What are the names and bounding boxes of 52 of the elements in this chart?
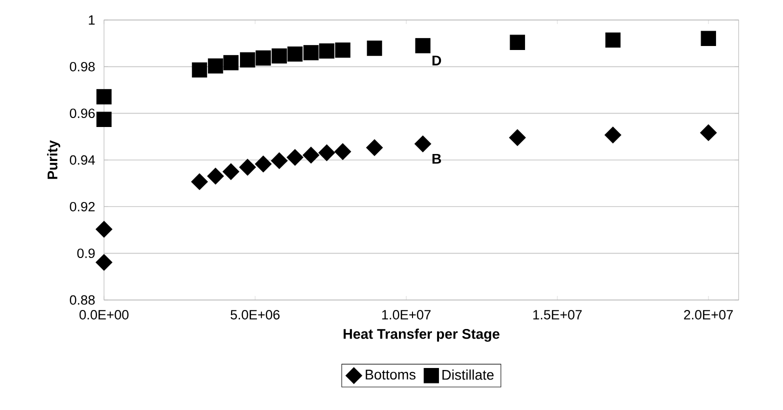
y-tick-label: 0.98: [70, 62, 95, 72]
x-tick-label: 1.0E+07: [382, 310, 431, 320]
annotation: D: [432, 56, 442, 66]
point: [270, 152, 288, 170]
point: [700, 30, 716, 46]
point: [302, 146, 320, 164]
x-tick-label: 1.5E+07: [533, 310, 582, 320]
point: [318, 144, 336, 162]
point: [96, 254, 112, 271]
point: [414, 136, 432, 152]
y-tick-label: 0.92: [70, 202, 95, 212]
point: [272, 48, 287, 64]
point: [240, 52, 256, 68]
annotation: B: [432, 154, 442, 164]
point: [510, 34, 526, 50]
point: [366, 40, 382, 56]
point: [96, 89, 112, 104]
point: [256, 50, 271, 66]
point: [223, 55, 239, 70]
point: [605, 32, 621, 48]
point: [700, 124, 717, 142]
point: [509, 129, 526, 146]
point: [96, 220, 112, 238]
point: [222, 163, 240, 180]
legend-label: Bottoms: [366, 370, 416, 380]
point: [604, 126, 622, 144]
point: [254, 156, 272, 172]
point: [191, 173, 208, 190]
point: [415, 38, 430, 54]
point: [208, 58, 224, 74]
point: [286, 149, 304, 166]
y-tick-label: 0.96: [70, 108, 95, 118]
point: [96, 112, 112, 127]
y-tick-label: 0.9: [77, 248, 95, 258]
x-tick-label: 5.0E+06: [230, 310, 280, 320]
point: [207, 168, 224, 184]
x-tick-label: 2.0E+07: [684, 310, 733, 320]
point: [334, 143, 352, 160]
point: [335, 42, 350, 58]
point: [366, 139, 383, 156]
y-tick-label: 0.88: [70, 295, 95, 305]
x-axis-title: Heat Transfer per Stage: [344, 328, 500, 342]
y-tick-label: 0.94: [70, 155, 95, 165]
point: [192, 62, 208, 78]
point: [319, 43, 334, 59]
x-tick-label: 0.0E+00: [80, 310, 129, 320]
point: [287, 46, 303, 62]
y-tick-label: 1: [88, 15, 95, 25]
point: [239, 158, 256, 176]
point: [303, 45, 319, 60]
legend-label: Distillate: [442, 370, 494, 380]
y-axis-title: Purity: [47, 140, 60, 179]
